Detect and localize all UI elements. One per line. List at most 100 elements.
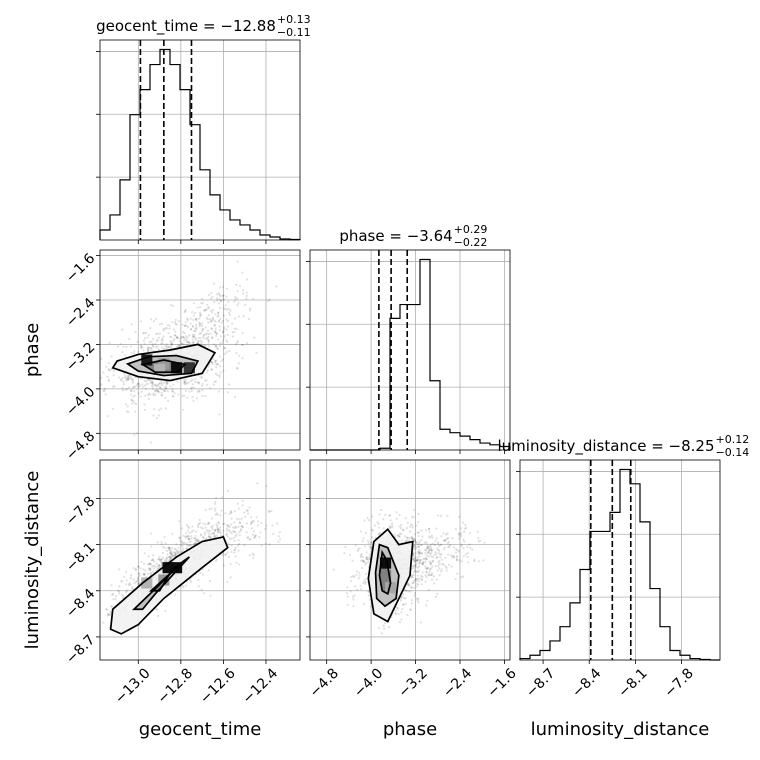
sample-point [245,342,249,345]
sample-point [444,565,447,568]
sample-point [233,521,236,524]
sample-point [462,547,465,550]
sample-point [185,547,188,550]
sample-point [202,337,205,340]
sample-point [167,332,170,335]
sample-point [218,302,221,305]
sample-point [182,586,185,589]
sample-point [428,567,431,570]
sample-point [97,603,99,605]
sample-point [404,517,407,520]
sample-point [195,327,198,331]
sample-point [185,523,188,527]
sample-point [211,362,214,366]
sample-point [223,346,226,349]
sample-point [412,570,416,574]
sample-point [228,349,231,353]
sample-point [219,526,222,529]
sample-point [117,589,120,592]
sample-point [210,360,213,363]
sample-point [149,346,152,350]
sample-point [226,524,229,527]
sample-point [185,535,188,538]
sample-point [242,289,245,292]
sample-point [434,551,437,554]
sample-point [371,529,375,532]
sample-point [369,605,372,608]
sample-point [218,413,221,416]
sample-point [170,550,173,553]
sample-point [132,395,135,398]
sample-point [217,320,221,323]
sample-point [210,361,213,364]
sample-point [399,527,403,530]
panel-title-geocent_time: geocent_time = −12.88 +0.13−0.11 [96,13,311,39]
sample-point [419,561,422,565]
sample-point [166,553,169,556]
sample-point [203,531,207,534]
sample-point [126,405,129,408]
sample-point [190,530,193,533]
sample-point [151,382,154,385]
sample-point [233,526,237,530]
sample-point [100,357,103,360]
sample-point [126,377,129,381]
sample-point [227,555,231,559]
sample-point [401,607,404,611]
sample-point [276,522,279,525]
sample-point [218,325,221,328]
sample-point [194,317,198,320]
sample-point [152,337,155,341]
sample-point [183,379,186,382]
sample-point [231,526,235,529]
sample-point [185,584,188,587]
sample-point [235,283,238,286]
sample-point [418,559,421,562]
sample-point [130,389,133,392]
sample-point [332,568,335,571]
sample-point [188,334,191,337]
sample-point [210,297,213,300]
sample-point [227,489,230,492]
sample-point [416,566,420,569]
sample-point [149,349,152,352]
sample-point [377,626,380,629]
sample-point [176,550,179,553]
sample-point [120,378,123,381]
sample-point [197,339,200,343]
sample-point [142,572,145,576]
sample-point [212,532,215,535]
sample-point [418,562,421,565]
sample-point [203,533,206,536]
sample-point [196,538,199,541]
sample-point [409,590,412,593]
sample-point [192,335,195,338]
sample-point [218,344,222,348]
sample-point [195,530,198,533]
sample-point [277,540,280,543]
sample-point [169,304,173,307]
sample-point [224,308,227,311]
sample-point [185,542,188,545]
sample-point [250,521,253,524]
sample-point [413,564,416,568]
y-axis-label-luminosity_distance: luminosity_distance [22,471,43,650]
sample-point [134,385,137,388]
sample-point [197,382,200,385]
sample-point [444,556,447,559]
y-tick-label-phase: −3.2 [63,339,98,374]
sample-point [186,529,190,532]
sample-point [424,580,427,583]
sample-point [149,318,153,321]
sample-point [226,535,229,538]
sample-point [209,533,212,536]
sample-point [428,527,431,531]
sample-point [231,331,234,334]
sample-point [191,338,194,341]
sample-point [398,525,401,528]
sample-point [405,589,409,592]
sample-point [446,514,449,517]
sample-point [213,380,216,384]
sample-point [212,343,215,346]
sample-point [217,311,220,314]
